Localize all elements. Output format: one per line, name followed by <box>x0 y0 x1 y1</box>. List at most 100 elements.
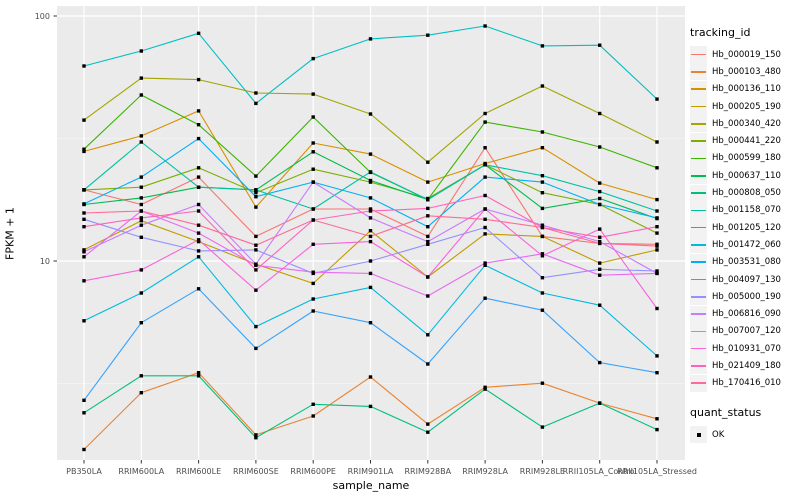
data-point <box>368 404 373 409</box>
data-point <box>139 209 143 213</box>
legend-entry-label: Hb_000599_180 <box>712 153 781 164</box>
data-point <box>139 202 143 207</box>
data-point <box>426 160 430 164</box>
data-point <box>426 362 430 366</box>
data-point <box>139 185 143 189</box>
data-point <box>483 207 487 211</box>
data-point <box>368 178 373 183</box>
data-point <box>82 188 86 192</box>
data-point <box>426 294 430 298</box>
data-point <box>598 111 602 116</box>
data-point <box>196 185 201 189</box>
legend-entry-label: Hb_004097_130 <box>712 274 781 285</box>
data-point <box>82 64 86 68</box>
data-point <box>82 398 86 402</box>
x-tick-label: PB350LA <box>66 467 102 476</box>
legend-entry-label: Hb_005000_190 <box>712 291 781 302</box>
data-point <box>368 209 373 213</box>
legend-key-line-icon <box>690 115 707 133</box>
legend-entry-label: Hb_007007_120 <box>712 326 781 337</box>
data-point <box>426 275 430 279</box>
data-point <box>483 225 487 230</box>
data-point <box>82 255 86 259</box>
legend-entry: Hb_021409_180 <box>690 357 798 375</box>
data-point <box>655 271 659 276</box>
data-point <box>139 223 143 227</box>
y-tick-label: 100 <box>34 11 50 21</box>
data-point <box>426 239 430 244</box>
data-point <box>598 241 602 246</box>
data-point <box>311 207 315 211</box>
data-point <box>139 49 143 53</box>
data-point <box>540 223 545 227</box>
data-point <box>254 205 258 209</box>
data-point <box>598 239 602 244</box>
data-point <box>196 202 201 207</box>
data-point <box>254 346 258 351</box>
data-point <box>598 181 602 185</box>
legend-key-line-icon <box>690 132 707 150</box>
data-point <box>655 166 659 170</box>
legend-entry-label: Hb_000808_050 <box>712 188 781 199</box>
data-point <box>598 261 602 265</box>
data-point <box>196 109 201 113</box>
data-point <box>82 411 86 415</box>
legend-entry-label: Hb_000205_190 <box>712 101 781 112</box>
data-point <box>655 209 659 213</box>
legend-entry: Hb_000136_110 <box>690 80 798 98</box>
data-point <box>598 267 602 271</box>
data-point <box>368 321 373 325</box>
data-point <box>139 219 143 223</box>
legend-entry-label: Hb_006816_090 <box>712 309 781 320</box>
legend-key-line-icon <box>690 219 707 237</box>
legend-key-line-icon <box>690 305 707 323</box>
data-point <box>196 255 201 259</box>
x-tick-label: RRIM928LA <box>462 467 508 476</box>
data-point <box>82 248 86 252</box>
data-point <box>254 288 258 292</box>
data-point <box>254 174 258 178</box>
legend-entry: Hb_000441_220 <box>690 132 798 150</box>
legend-entry: Hb_004097_130 <box>690 271 798 288</box>
legend-key-line-icon <box>690 374 707 392</box>
quant-legend-entry: OK <box>690 426 798 444</box>
legend-key-line-icon <box>690 201 707 219</box>
data-point <box>598 202 602 207</box>
data-point <box>483 232 487 236</box>
data-point <box>196 231 201 235</box>
data-point <box>254 268 258 272</box>
data-point <box>540 174 545 178</box>
data-point <box>540 252 545 256</box>
data-point <box>139 391 143 395</box>
data-point <box>655 244 659 248</box>
data-point <box>483 120 487 124</box>
data-point <box>368 152 373 156</box>
data-point <box>196 209 201 213</box>
data-point <box>82 118 86 122</box>
legend-title: tracking_id <box>690 26 751 39</box>
data-point <box>426 234 430 239</box>
data-point <box>368 170 373 174</box>
data-point <box>139 374 143 378</box>
data-point <box>483 193 487 198</box>
data-point <box>139 268 143 272</box>
data-point <box>598 43 602 47</box>
legend-key-line-icon <box>690 253 707 271</box>
data-point <box>540 425 545 429</box>
data-point <box>540 206 545 211</box>
legend-entry: Hb_000599_180 <box>690 149 798 167</box>
data-point <box>254 191 258 195</box>
legend: tracking_id Hb_000019_150 Hb_000103_480 Hb… <box>690 26 798 444</box>
data-point <box>655 197 659 202</box>
data-point <box>196 123 201 127</box>
data-point <box>598 189 602 194</box>
legend-entry-label: Hb_021409_180 <box>712 360 781 371</box>
data-point <box>655 371 659 375</box>
data-point <box>311 414 315 418</box>
data-point <box>655 216 659 220</box>
data-point <box>196 374 201 378</box>
data-point <box>82 225 86 229</box>
data-point <box>311 402 315 406</box>
data-point <box>655 242 659 246</box>
data-point <box>82 147 86 151</box>
